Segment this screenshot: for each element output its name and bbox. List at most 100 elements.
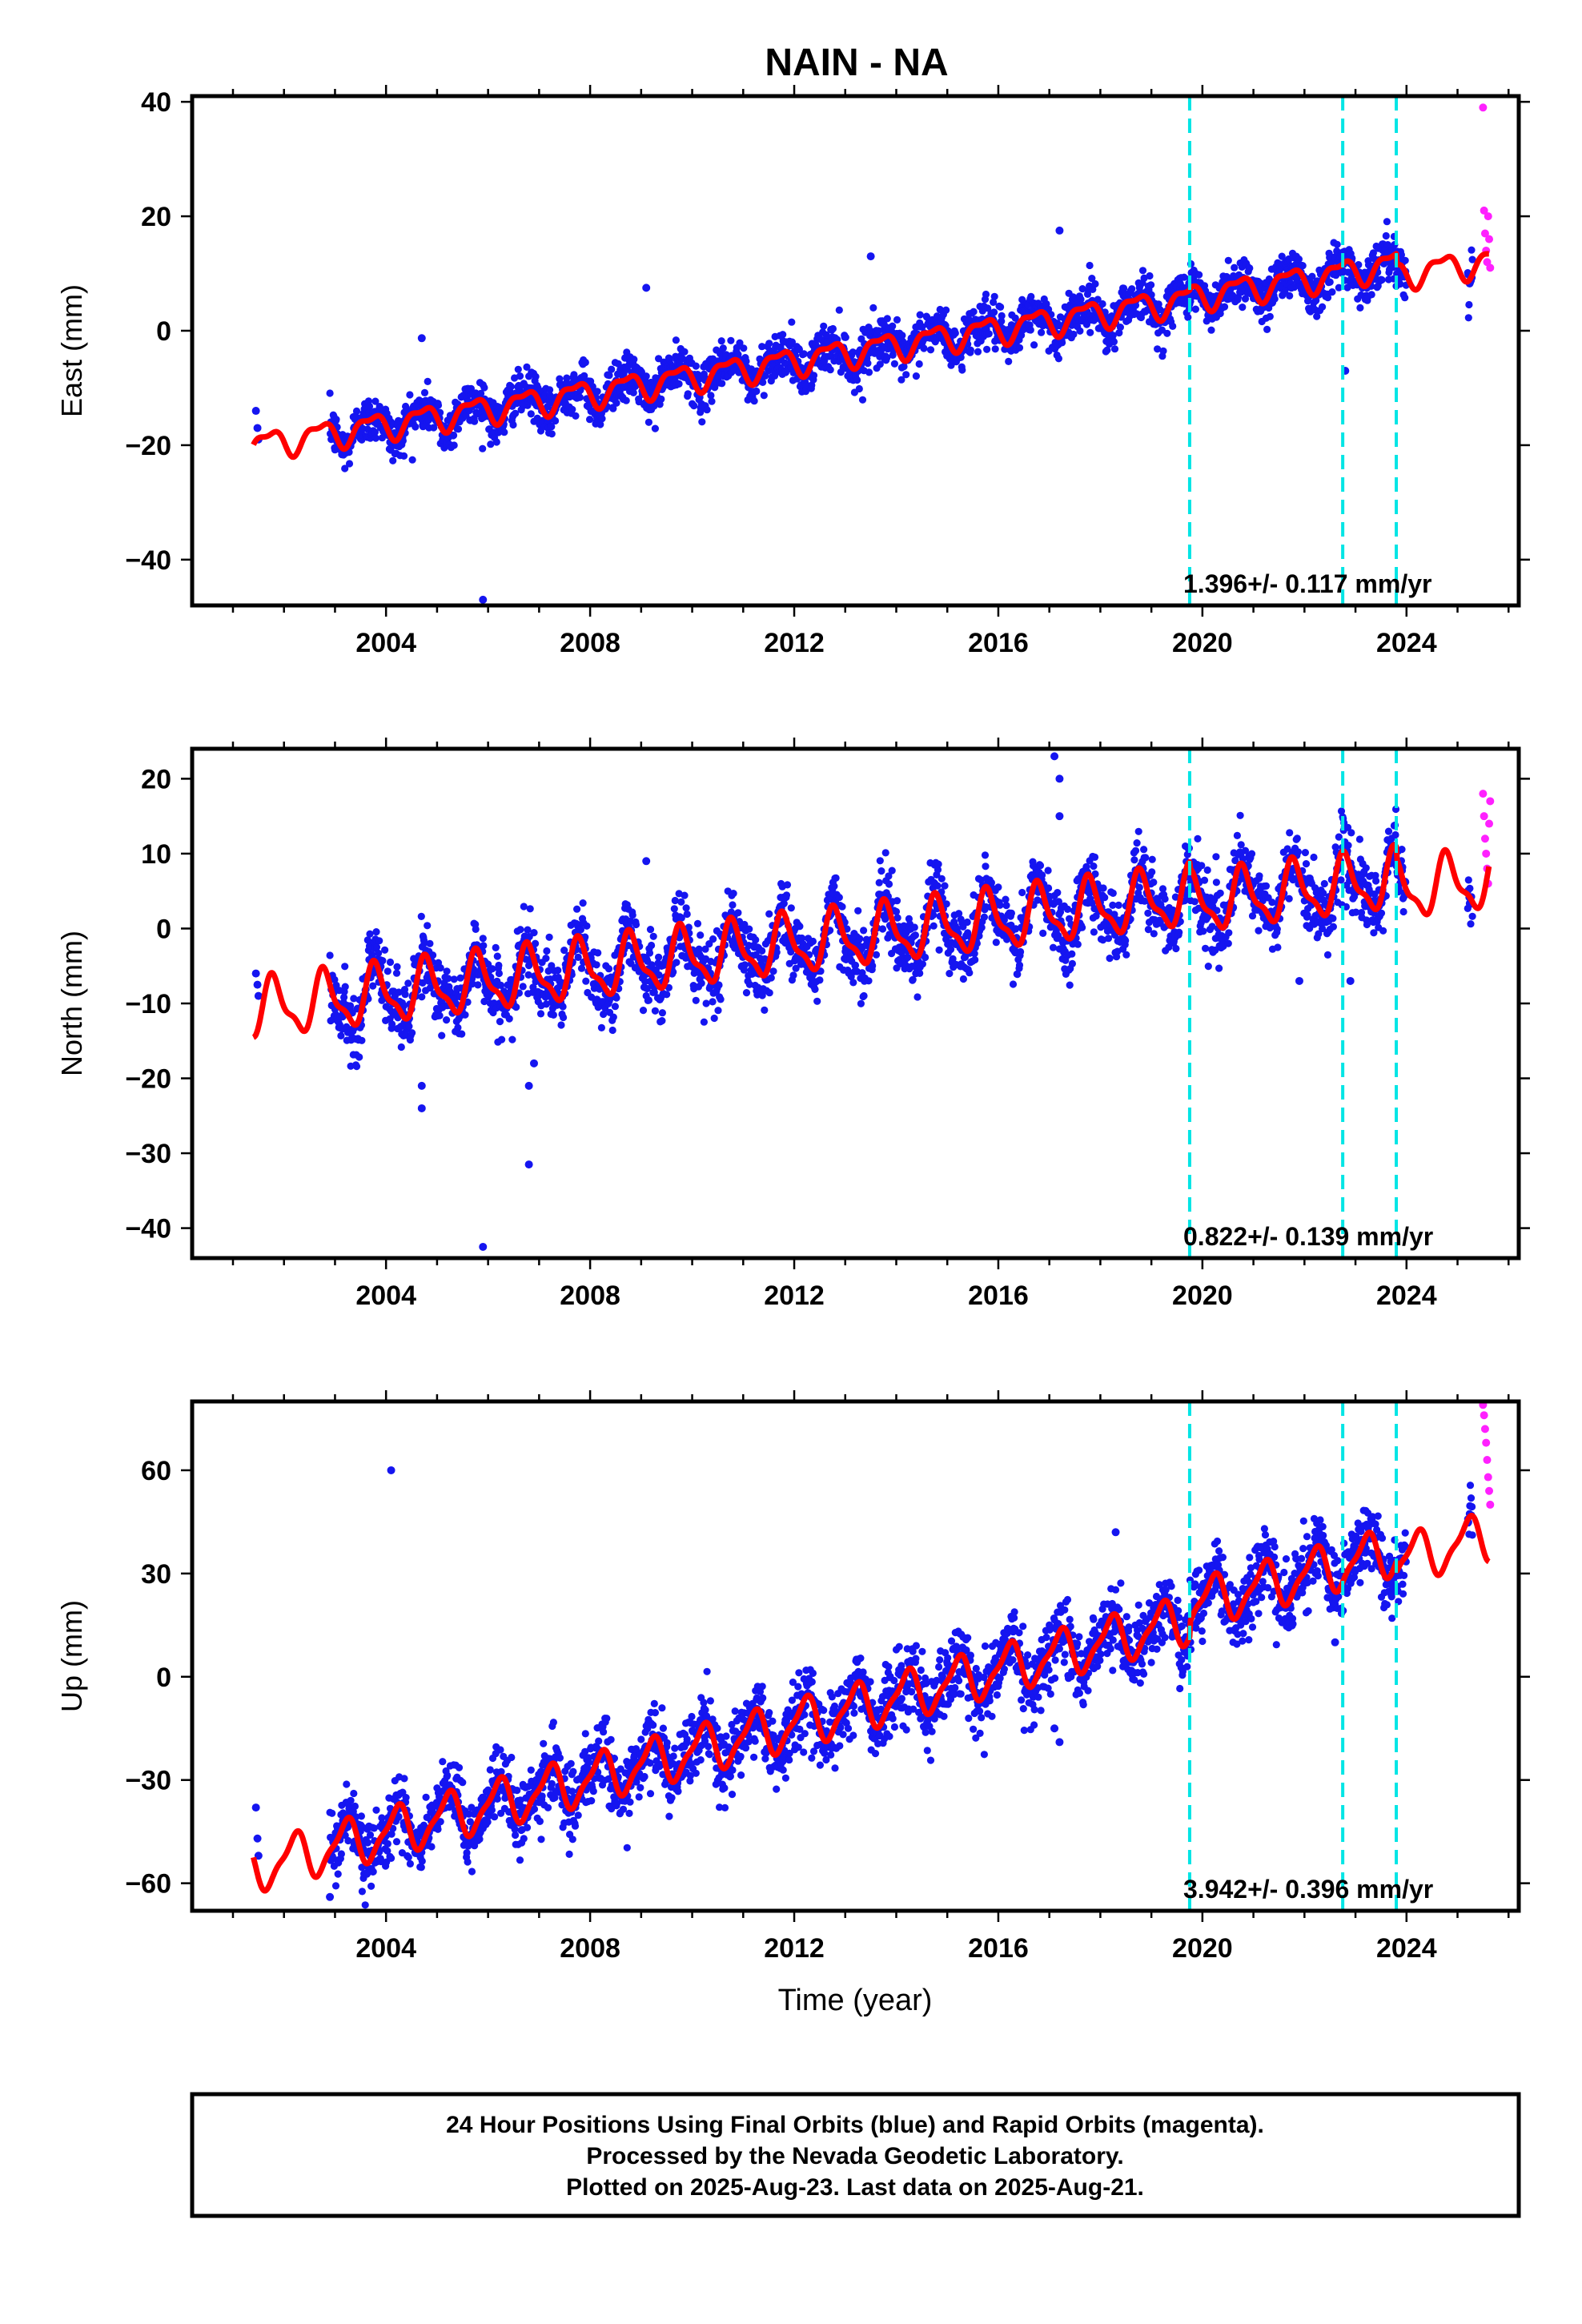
north-final-orbit-point <box>911 931 919 939</box>
north-final-orbit-point <box>520 903 528 911</box>
north-final-orbit-point <box>1273 925 1281 933</box>
east-x-tick-label: 2008 <box>560 628 620 658</box>
north-final-orbit-point <box>611 1003 620 1011</box>
east-final-orbit-point <box>516 372 524 380</box>
north-final-orbit-point <box>436 964 444 972</box>
east-final-orbit-point <box>982 290 990 299</box>
north-final-orbit-point <box>1216 889 1224 897</box>
east-final-orbit-point <box>750 397 758 405</box>
east-plot-area <box>251 96 1495 605</box>
east-final-orbit-point <box>496 404 504 412</box>
east-final-orbit-point <box>947 361 955 369</box>
east-final-orbit-point <box>1239 304 1247 312</box>
north-final-orbit-point <box>545 933 553 941</box>
east-final-orbit-point <box>507 383 515 391</box>
north-final-orbit-point <box>646 926 655 934</box>
east-final-orbit-point <box>1195 271 1203 279</box>
north-final-orbit-point <box>639 1007 648 1015</box>
north-final-orbit-point <box>876 857 884 865</box>
east-final-orbit-point <box>596 420 604 428</box>
east-final-orbit-point <box>866 252 875 261</box>
east-final-orbit-point <box>758 343 766 351</box>
east-final-orbit-point <box>1464 314 1472 322</box>
north-final-orbit-point <box>1135 883 1143 891</box>
east-final-orbit-point <box>997 303 1005 311</box>
north-final-orbit-point <box>854 907 862 915</box>
east-final-orbit-point <box>1140 274 1148 282</box>
east-final-orbit-point <box>1468 246 1476 254</box>
east-final-orbit-point <box>1231 263 1239 271</box>
north-y-tick-label: −40 <box>125 1214 171 1244</box>
north-final-orbit-point <box>461 1011 469 1019</box>
east-final-orbit-point <box>983 345 991 353</box>
north-final-orbit-point <box>1038 871 1046 879</box>
north-final-orbit-point <box>714 1007 722 1015</box>
north-final-orbit-point <box>386 958 395 967</box>
east-final-orbit-point <box>1266 312 1274 320</box>
north-final-orbit-point <box>1106 955 1114 963</box>
east-final-orbit-point <box>1110 338 1118 346</box>
east-y-tick-label: −20 <box>125 431 171 461</box>
north-final-orbit-point <box>519 983 527 991</box>
east-final-orbit-point <box>1344 268 1352 276</box>
east-final-orbit-point <box>345 460 354 468</box>
east-final-orbit-point <box>581 358 589 367</box>
north-final-orbit-point <box>1015 961 1024 969</box>
north-final-orbit-point <box>542 955 550 963</box>
north-final-orbit-point <box>892 907 901 915</box>
east-final-orbit-point <box>420 388 429 396</box>
north-final-orbit-point <box>921 953 930 962</box>
east-final-orbit-point <box>1091 279 1099 288</box>
north-final-orbit-point <box>893 897 901 905</box>
north-final-orbit-point <box>717 995 725 1003</box>
north-final-orbit-point <box>1068 950 1076 958</box>
north-final-orbit-point <box>352 1063 361 1071</box>
east-final-orbit-point <box>251 407 260 416</box>
east-final-orbit-point <box>1086 328 1094 336</box>
east-final-orbit-point <box>1138 267 1147 275</box>
north-final-orbit-point <box>835 894 843 902</box>
north-final-orbit-point <box>692 996 700 1004</box>
east-final-orbit-point <box>788 338 797 346</box>
north-y-axis-label: North (mm) <box>55 931 88 1076</box>
east-final-orbit-point <box>1109 332 1117 340</box>
east-final-orbit-point <box>434 401 443 409</box>
east-final-orbit-point <box>1058 339 1066 347</box>
north-final-orbit-point <box>458 1030 466 1038</box>
east-final-orbit-point <box>869 304 877 312</box>
east-final-orbit-point <box>890 360 898 368</box>
north-final-orbit-point <box>1285 895 1293 903</box>
east-final-orbit-point <box>552 416 560 425</box>
east-final-orbit-point <box>568 405 576 413</box>
east-final-orbit-point <box>598 415 606 423</box>
north-final-orbit-point <box>454 1023 462 1031</box>
north-final-orbit-point <box>608 1026 616 1035</box>
east-final-orbit-point <box>958 366 966 374</box>
east-final-orbit-point <box>690 402 698 410</box>
east-final-orbit-point <box>1291 283 1299 292</box>
east-final-orbit-point <box>253 424 262 432</box>
east-final-orbit-point <box>1382 231 1390 240</box>
north-y-tick-label: 20 <box>141 764 171 794</box>
north-final-orbit-point <box>783 881 792 889</box>
north-final-orbit-point <box>632 920 640 929</box>
east-rapid-orbit-point <box>1486 263 1495 272</box>
north-final-orbit-point <box>480 942 488 950</box>
east-rapid-orbit-points <box>1479 103 1495 272</box>
east-final-orbit-point <box>1184 313 1192 321</box>
north-final-orbit-point <box>508 1035 516 1043</box>
east-final-orbit-point <box>1369 249 1377 257</box>
north-final-orbit-point <box>741 961 749 969</box>
east-final-orbit-point <box>642 372 650 380</box>
north-final-orbit-point <box>1009 980 1018 988</box>
north-final-orbit-point <box>1104 935 1113 943</box>
north-final-orbit-point <box>1066 981 1074 989</box>
north-final-orbit-point <box>1122 951 1130 959</box>
north-final-orbit-point <box>981 851 990 859</box>
east-final-orbit-point <box>1094 296 1102 304</box>
north-final-orbit-point <box>1274 943 1282 951</box>
east-final-orbit-point <box>1313 312 1321 320</box>
north-final-orbit-point <box>577 964 586 972</box>
east-final-orbit-point <box>864 360 872 368</box>
